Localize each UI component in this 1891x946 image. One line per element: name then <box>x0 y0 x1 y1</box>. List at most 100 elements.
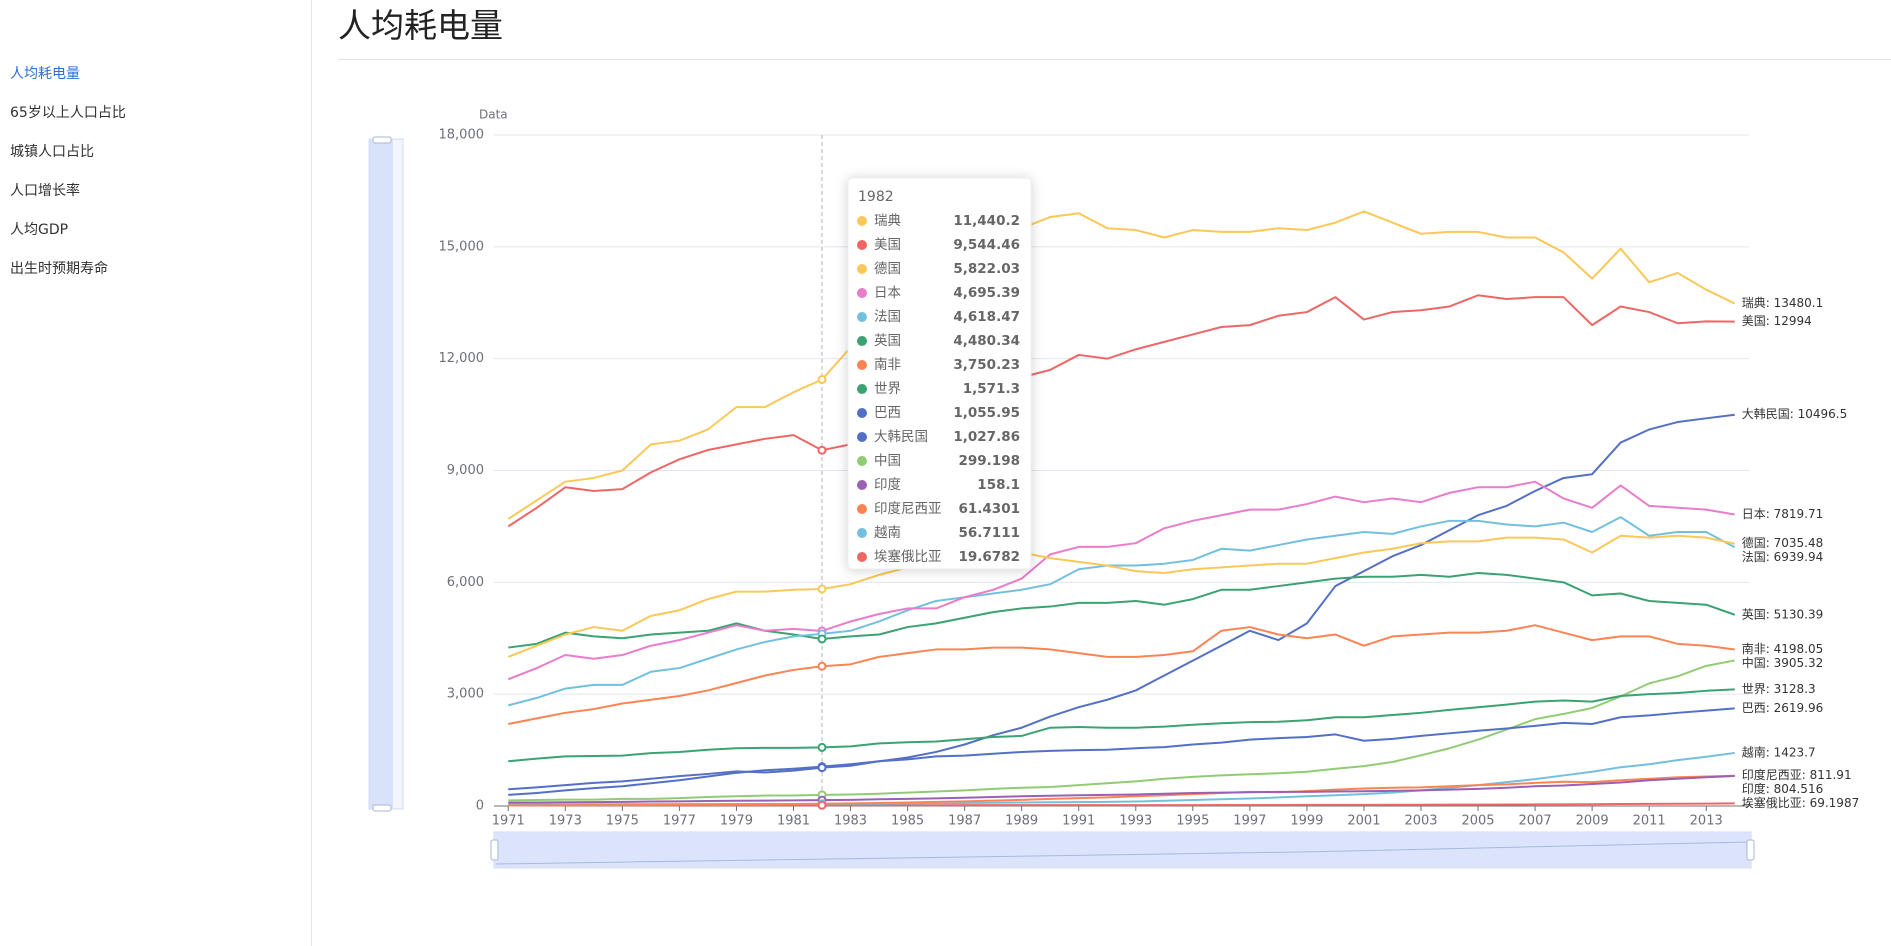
tooltip-name: 印度尼西亚 <box>874 501 942 517</box>
y-tick-label: 9,000 <box>447 463 484 478</box>
x-tick-label: 1999 <box>1290 814 1323 829</box>
tooltip-dot <box>857 552 867 562</box>
y-zoom-handle[interactable] <box>372 804 392 812</box>
tooltip-name: 印度 <box>874 477 901 493</box>
tooltip-dot <box>857 336 867 346</box>
series-line <box>508 707 1735 796</box>
series-line <box>508 624 1735 725</box>
end-label: 巴西: 2619.96 <box>1742 701 1823 715</box>
series-line <box>508 659 1735 802</box>
end-label: 印度: 804.516 <box>1742 781 1823 796</box>
x-tick-label: 1991 <box>1062 814 1095 829</box>
tooltip-name: 南非 <box>874 357 901 373</box>
hover-point <box>817 661 827 671</box>
tooltip-value: 4,618.47 <box>953 309 1020 325</box>
series-line <box>508 774 1735 807</box>
tooltip-dot <box>857 240 867 250</box>
x-tick-label: 1997 <box>1233 814 1266 829</box>
x-tick-label: 2005 <box>1461 814 1494 829</box>
y-tick-label: 18,000 <box>439 128 485 143</box>
tooltip-dot <box>857 216 867 226</box>
menu-item[interactable]: 城镇人口占比 <box>10 144 94 160</box>
series-line <box>508 775 1735 804</box>
end-label: 越南: 1423.7 <box>1742 744 1816 759</box>
menu-item[interactable]: 人均耗电量 <box>10 66 80 82</box>
series-line <box>508 572 1736 649</box>
x-tick-label: 1971 <box>492 814 525 829</box>
tooltip-dot <box>857 264 867 274</box>
tooltip-dot <box>857 456 867 466</box>
x-tick-label: 1995 <box>1176 814 1209 829</box>
tooltip-name: 法国 <box>874 309 901 325</box>
menu-item[interactable]: 65岁以上人口占比 <box>10 105 126 121</box>
x-tick-label: 1979 <box>720 814 753 829</box>
y-tick-label: 0 <box>476 799 484 814</box>
end-label: 法国: 6939.94 <box>1742 550 1823 564</box>
end-label: 埃塞俄比亚: 69.1987 <box>1742 795 1859 810</box>
x-tick-label: 2007 <box>1519 814 1552 829</box>
series-line <box>507 210 1736 520</box>
tooltip-value: 299.198 <box>959 453 1021 469</box>
x-tick-label: 1993 <box>1119 814 1152 829</box>
x-tick-label: 1977 <box>663 814 696 829</box>
y-zoom-window[interactable] <box>369 139 393 809</box>
x-tick-label: 1985 <box>891 814 924 829</box>
menu: 人均耗电量 65岁以上人口占比 城镇人口占比 人口增长率 人均GDP 出生时预期… <box>10 62 126 296</box>
hover-point <box>817 375 827 385</box>
menu-item[interactable]: 人口增长率 <box>10 183 80 199</box>
y-zoom-handle[interactable] <box>372 136 392 144</box>
tooltip-value: 19.6782 <box>959 549 1021 565</box>
page-title: 人均耗电量 <box>338 6 503 45</box>
tooltip-value: 1,571.3 <box>963 381 1020 397</box>
tooltip-dot <box>857 408 867 418</box>
tooltip-dot <box>857 312 867 322</box>
x-tick-label: 1983 <box>834 814 867 829</box>
end-label: 世界: 3128.3 <box>1742 682 1816 696</box>
x-tick-label: 1987 <box>948 814 981 829</box>
end-label: 英国: 5130.39 <box>1742 607 1823 621</box>
y-tick-label: 3,000 <box>447 687 484 702</box>
tooltip-dot <box>857 504 867 514</box>
x-tick-label: 1989 <box>1005 814 1038 829</box>
end-label: 美国: 12994 <box>1742 314 1812 328</box>
tooltip-value: 4,480.34 <box>953 333 1020 349</box>
end-label: 大韩民国: 10496.5 <box>1742 406 1847 421</box>
menu-item[interactable]: 出生时预期寿命 <box>10 261 108 277</box>
end-label: 日本: 7819.71 <box>1742 507 1823 521</box>
tooltip-name: 巴西 <box>874 405 901 421</box>
tooltip-name: 中国 <box>874 453 901 469</box>
x-tick-label: 1975 <box>606 814 639 829</box>
menu-item[interactable]: 人均GDP <box>10 222 69 238</box>
tooltip-value: 4,695.39 <box>953 285 1020 301</box>
end-label: 瑞典: 13480.1 <box>1742 296 1823 310</box>
tooltip-dot <box>857 432 867 442</box>
hover-point <box>817 800 827 810</box>
x-zoom-window[interactable] <box>494 832 1751 868</box>
label-layer: 瑞典: 13480.1 美国: 12994 大韩民国: 10496.5 日本: 781… <box>1742 296 1859 810</box>
end-label: 中国: 3905.32 <box>1742 655 1823 670</box>
tooltip-value: 158.1 <box>977 477 1020 493</box>
tooltip-value: 61.4301 <box>959 501 1021 517</box>
grid-layer: Data 0 3,000 6,000 9,000 12,000 15,000 18,000 19… <box>439 108 1749 829</box>
tooltip-name: 日本 <box>874 285 902 301</box>
tooltip-name: 英国 <box>874 332 901 349</box>
y-axis-name: Data <box>479 108 508 122</box>
y-tick-label: 15,000 <box>439 239 485 254</box>
series-line <box>507 294 1735 528</box>
sidebar: 人均耗电量 65岁以上人口占比 城镇人口占比 人口增长率 人均GDP 出生时预期… <box>0 0 312 946</box>
hover-point <box>817 634 827 644</box>
tooltip-box <box>847 177 1032 570</box>
x-zoom-handle[interactable] <box>490 839 499 861</box>
tooltip-name: 世界 <box>874 381 901 397</box>
x-zoom-handle[interactable] <box>1746 839 1755 861</box>
tooltip-value: 9,544.46 <box>953 237 1020 253</box>
tooltip-dot <box>857 528 867 538</box>
x-tick-label: 2009 <box>1576 814 1609 829</box>
x-tick-label: 1973 <box>549 814 582 829</box>
hover-point <box>817 445 827 455</box>
tooltip-layer: 1982 瑞典 11,440.2 美国 9,544.46 德国 5,822.03 日本 4,69… <box>817 135 1032 810</box>
y-tick-label: 12,000 <box>439 351 485 366</box>
y-tick-label: 6,000 <box>447 575 484 590</box>
